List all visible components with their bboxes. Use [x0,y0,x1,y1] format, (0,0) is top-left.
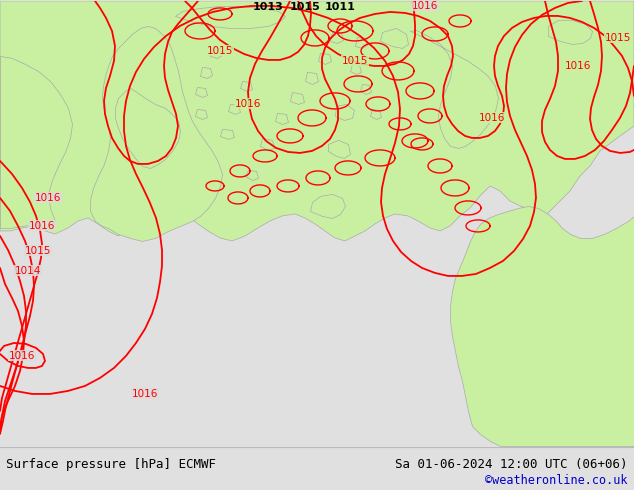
Text: Sa 01-06-2024 12:00 UTC (06+06): Sa 01-06-2024 12:00 UTC (06+06) [395,458,628,470]
Text: Surface pressure [hPa] ECMWF: Surface pressure [hPa] ECMWF [6,458,216,470]
Text: 1016: 1016 [565,61,591,71]
Text: 1015: 1015 [290,2,320,12]
Text: 1016: 1016 [235,99,261,109]
Text: 1016: 1016 [479,113,505,123]
Text: 1011: 1011 [325,2,356,12]
Text: 1016: 1016 [35,193,61,203]
Text: 1015: 1015 [605,33,631,43]
Text: 1015: 1015 [25,246,51,256]
Text: 1013: 1013 [252,2,283,12]
Text: 1015: 1015 [342,56,368,66]
Text: 1014: 1014 [15,266,41,276]
Text: 1016: 1016 [412,1,438,11]
Text: 1015: 1015 [207,46,233,56]
Text: 1016: 1016 [9,351,36,361]
Text: 1016: 1016 [132,389,158,399]
Text: 1016: 1016 [29,221,55,231]
Text: ©weatheronline.co.uk: ©weatheronline.co.uk [485,473,628,487]
